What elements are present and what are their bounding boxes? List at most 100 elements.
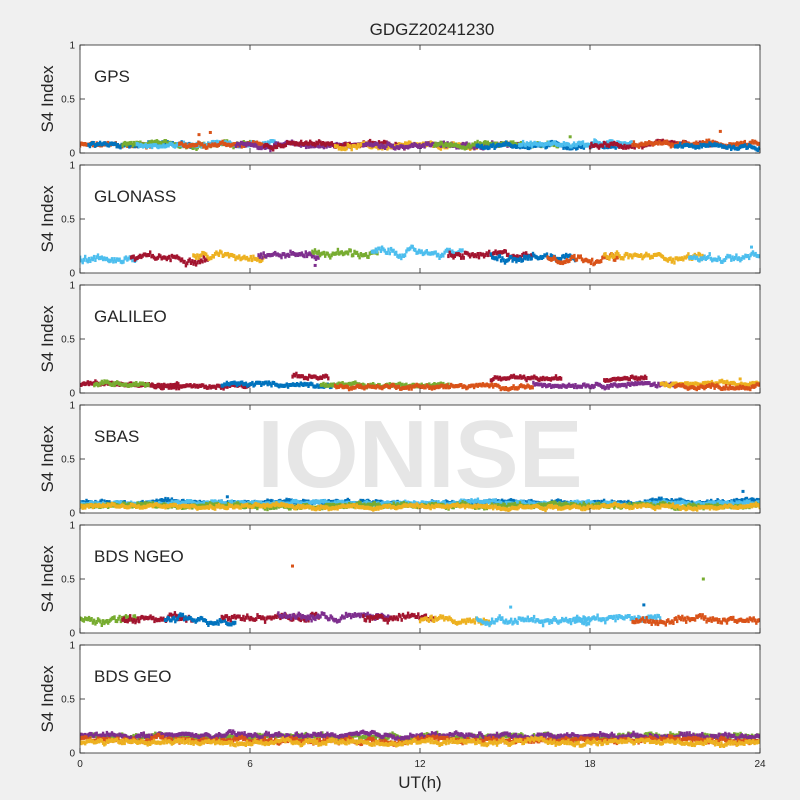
data-point xyxy=(489,252,493,257)
data-point xyxy=(373,501,376,505)
data-point xyxy=(703,142,706,147)
data-point xyxy=(593,384,596,389)
data-point xyxy=(510,255,513,260)
data-point xyxy=(374,247,377,252)
data-point xyxy=(640,380,643,385)
data-point xyxy=(161,386,164,391)
data-point xyxy=(115,504,119,509)
data-point xyxy=(142,382,146,386)
data-point xyxy=(449,250,453,255)
data-point xyxy=(444,499,448,504)
data-point xyxy=(447,249,450,254)
data-point xyxy=(315,140,318,145)
data-point xyxy=(98,140,102,145)
data-point xyxy=(476,252,479,256)
data-point xyxy=(341,146,344,151)
data-point xyxy=(675,501,678,506)
panel-label: GALILEO xyxy=(94,307,167,326)
data-point xyxy=(318,144,322,149)
data-point xyxy=(544,145,547,150)
data-point xyxy=(614,142,617,147)
data-point xyxy=(640,253,643,258)
data-point xyxy=(345,146,348,151)
series-segment xyxy=(192,249,265,264)
data-point xyxy=(344,384,347,389)
data-point xyxy=(259,252,263,257)
data-point xyxy=(91,140,94,145)
data-point xyxy=(159,141,162,145)
data-point xyxy=(744,386,747,391)
data-point xyxy=(252,140,255,145)
data-point xyxy=(522,500,525,505)
data-point xyxy=(290,382,294,387)
data-point xyxy=(378,505,381,510)
data-point xyxy=(436,142,440,147)
data-point xyxy=(609,500,612,505)
data-point xyxy=(252,383,255,388)
data-point xyxy=(736,383,739,388)
data-point xyxy=(582,501,585,506)
data-point xyxy=(647,381,650,385)
data-point xyxy=(308,382,311,387)
data-point xyxy=(496,375,499,380)
data-point xyxy=(109,503,112,508)
data-point xyxy=(726,145,729,150)
data-point xyxy=(197,140,200,145)
data-point xyxy=(358,144,361,149)
data-point xyxy=(550,385,553,389)
data-point xyxy=(218,384,221,389)
data-point xyxy=(194,505,198,510)
data-point xyxy=(689,143,692,148)
data-point xyxy=(282,252,286,257)
data-point xyxy=(660,141,664,146)
data-point xyxy=(488,145,491,150)
data-point xyxy=(655,253,658,257)
data-point xyxy=(506,501,509,506)
data-point xyxy=(331,383,334,388)
data-point xyxy=(286,140,289,145)
data-point xyxy=(84,382,87,387)
data-point xyxy=(657,381,660,386)
data-point xyxy=(110,383,114,387)
data-point xyxy=(94,258,97,262)
data-point xyxy=(559,257,563,262)
data-point xyxy=(594,143,597,148)
data-point xyxy=(557,384,561,389)
data-point xyxy=(420,385,423,389)
data-point xyxy=(713,142,716,147)
data-point xyxy=(512,373,516,378)
data-point xyxy=(191,384,195,389)
data-point xyxy=(722,500,726,505)
data-point xyxy=(275,252,278,257)
data-point xyxy=(414,383,417,388)
data-point xyxy=(139,140,142,145)
data-point xyxy=(200,505,203,510)
data-point xyxy=(568,501,571,506)
data-point xyxy=(247,142,250,147)
data-point xyxy=(191,503,194,508)
data-point xyxy=(603,386,606,391)
data-point xyxy=(690,385,693,390)
data-point xyxy=(242,385,246,389)
data-point xyxy=(601,385,604,390)
data-point xyxy=(388,251,391,256)
data-point xyxy=(444,141,447,146)
data-point xyxy=(368,502,371,507)
data-point xyxy=(415,504,418,509)
data-point xyxy=(528,142,531,147)
data-point xyxy=(346,500,349,505)
data-point xyxy=(622,141,625,146)
data-point xyxy=(665,257,668,262)
data-point xyxy=(723,386,726,391)
data-point xyxy=(578,384,581,389)
y-tick-label: 1 xyxy=(69,161,75,172)
data-point xyxy=(492,498,495,503)
data-point xyxy=(558,376,561,380)
data-point xyxy=(701,501,704,505)
data-point xyxy=(272,505,276,510)
data-point xyxy=(137,382,141,387)
data-point xyxy=(438,384,441,389)
data-point xyxy=(622,376,625,381)
data-point xyxy=(608,500,611,505)
data-point xyxy=(149,250,152,255)
